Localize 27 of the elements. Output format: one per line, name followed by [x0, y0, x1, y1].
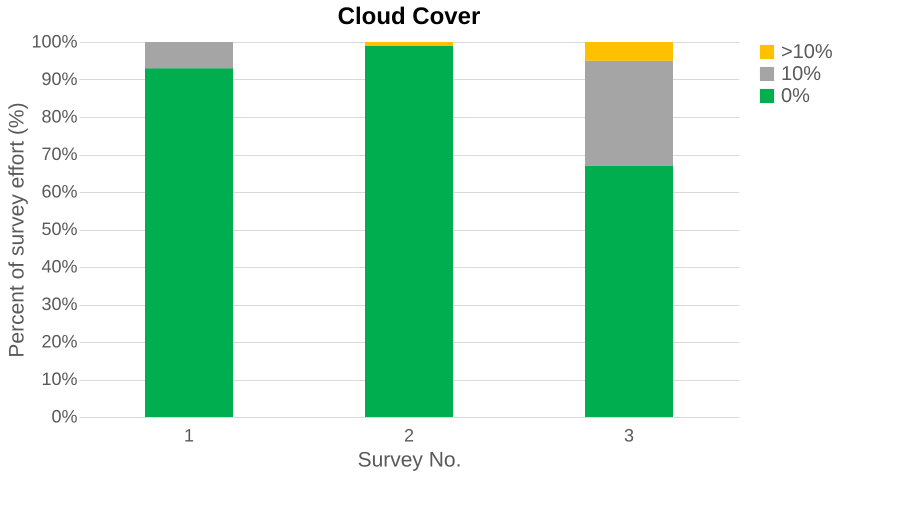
- x-tick-label: 1: [184, 426, 194, 446]
- y-tick-label: 30%: [41, 294, 78, 314]
- legend-label: 10%: [781, 63, 822, 85]
- y-tick-label: 0%: [51, 406, 78, 426]
- y-tick-label: 10%: [41, 369, 78, 389]
- legend-label: 0%: [781, 85, 810, 107]
- y-tick-label: 60%: [41, 182, 78, 202]
- bar: [145, 68, 233, 417]
- x-axis-title: Survey No.: [358, 448, 462, 472]
- y-tick-label: 50%: [41, 219, 78, 239]
- y-tick-label: 100%: [31, 32, 78, 52]
- chart-title: Cloud Cover: [338, 3, 480, 30]
- bar: [585, 42, 673, 61]
- bar: [365, 46, 453, 417]
- y-tick-label: 90%: [41, 69, 78, 89]
- y-tick-label: 20%: [41, 332, 78, 352]
- legend-label: >10%: [781, 41, 833, 63]
- bar: [145, 42, 233, 68]
- x-tick-label: 2: [404, 426, 414, 446]
- y-axis-title: Percent of survey effort (%): [5, 102, 28, 358]
- x-tick-label: 3: [624, 426, 634, 446]
- y-tick-label: 80%: [41, 106, 78, 126]
- y-tick-label: 40%: [41, 256, 78, 276]
- bar: [585, 60, 673, 166]
- y-tick-label: 70%: [41, 144, 78, 164]
- bar: [585, 166, 673, 417]
- bar: [365, 42, 453, 46]
